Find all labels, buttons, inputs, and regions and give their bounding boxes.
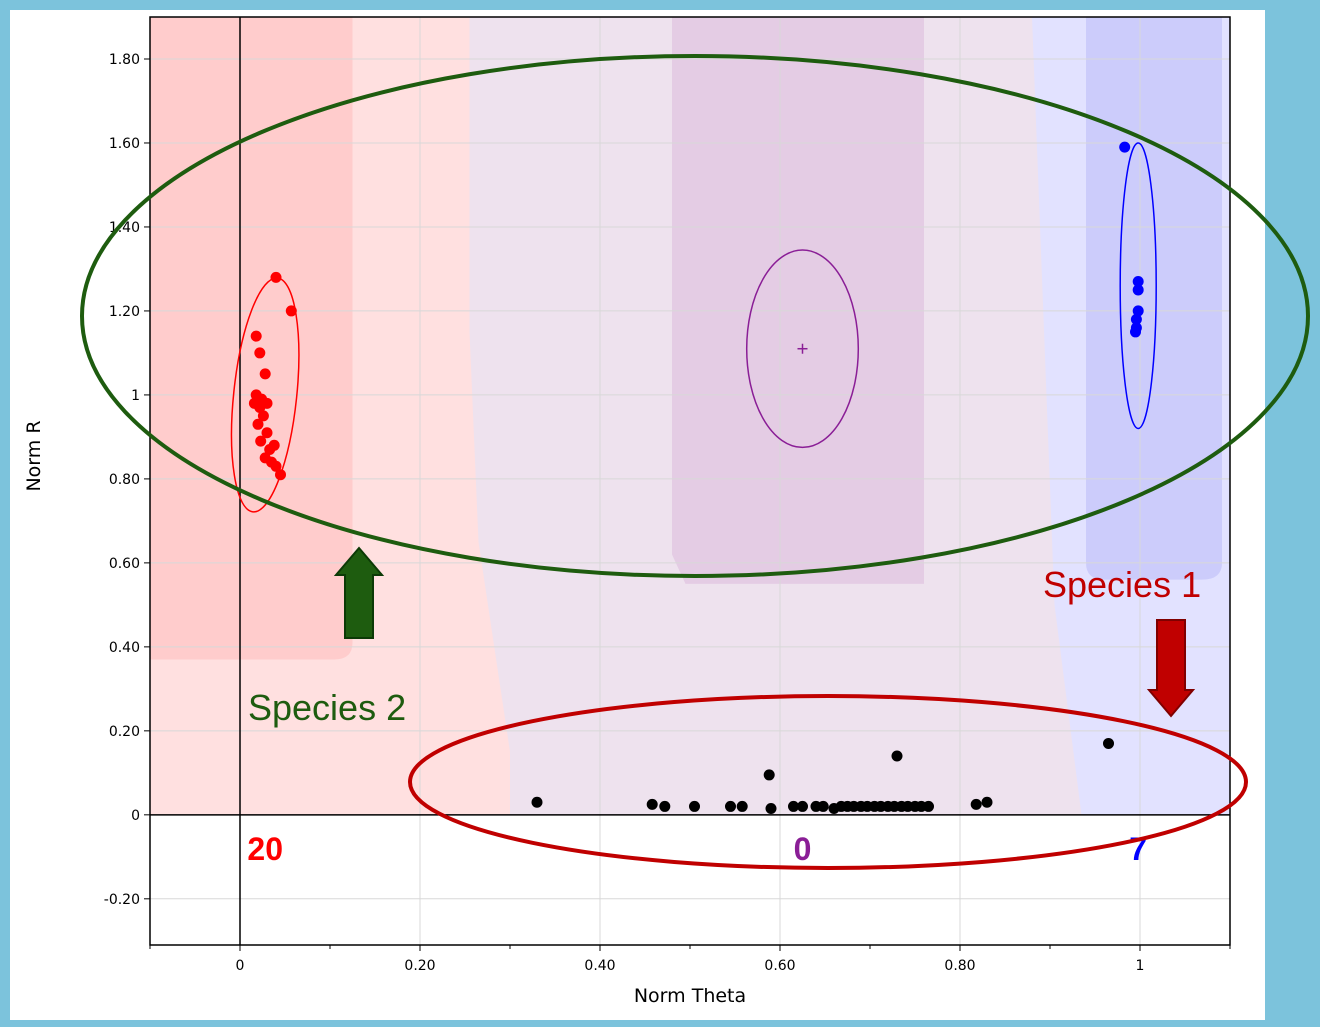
count-label-red: 20 xyxy=(247,831,283,867)
species-2-arrow xyxy=(333,546,385,639)
data-point xyxy=(531,796,543,808)
data-point xyxy=(1103,737,1114,749)
data-point xyxy=(659,800,671,812)
data-point xyxy=(817,800,829,812)
x-tick-label: 0.40 xyxy=(584,958,615,974)
x-axis-ticks: 0 0.20 0.40 0.60 0.80 1 xyxy=(149,945,1231,974)
cluster-ellipse xyxy=(1119,142,1157,430)
x-tick-label: 0.80 xyxy=(944,958,975,974)
region-red-edge xyxy=(456,17,510,815)
count-label-purple: 0 xyxy=(794,831,812,867)
y-tick-label: 0 xyxy=(131,808,140,824)
data-point xyxy=(259,368,271,380)
y-tick-label: 0.60 xyxy=(109,556,140,572)
data-point xyxy=(252,418,264,430)
data-point xyxy=(285,305,297,317)
data-point xyxy=(970,798,982,810)
y-tick-label: -0.20 xyxy=(104,892,140,908)
data-point xyxy=(736,800,748,812)
y-tick-label: 0.40 xyxy=(109,640,140,656)
data-point xyxy=(689,800,700,812)
data-point xyxy=(1132,305,1144,317)
data-point xyxy=(646,798,658,810)
data-point xyxy=(268,439,280,451)
data-point xyxy=(1130,313,1142,325)
data-point xyxy=(1132,284,1144,296)
x-tick-label: 1 xyxy=(1136,958,1145,974)
y-axis-title: Norm R xyxy=(23,420,45,491)
data-point xyxy=(1119,141,1131,153)
species-1-label: Species 1 xyxy=(1043,564,1201,605)
x-axis-title: Norm Theta xyxy=(634,985,746,1007)
region-blue-dense xyxy=(1086,17,1222,580)
data-point xyxy=(765,803,777,815)
x-tick-label: 0.20 xyxy=(404,958,435,974)
data-point xyxy=(891,750,903,762)
classification-regions xyxy=(150,17,1230,945)
data-point xyxy=(275,469,286,481)
cluster-ellipse xyxy=(745,249,860,449)
region-purple-dense xyxy=(672,17,924,584)
data-point xyxy=(270,271,282,283)
data-point xyxy=(1130,326,1141,338)
data-point xyxy=(981,796,993,808)
data-point xyxy=(255,435,267,447)
data-point xyxy=(248,397,260,409)
data-point xyxy=(763,769,775,781)
y-tick-label: 1.80 xyxy=(109,52,140,68)
y-tick-label: 1.60 xyxy=(109,136,140,152)
species-1-arrow xyxy=(1146,619,1196,718)
x-tick-label: 0 xyxy=(236,958,245,974)
data-point xyxy=(261,427,273,439)
data-point xyxy=(797,800,808,812)
data-point xyxy=(250,330,262,342)
region-below-zero xyxy=(150,814,1230,945)
species-2-circle xyxy=(80,54,1310,578)
data-point xyxy=(923,800,934,812)
species-1-circle xyxy=(408,694,1248,870)
cluster-layer xyxy=(230,141,1157,815)
data-point xyxy=(270,460,282,472)
data-point xyxy=(257,410,269,422)
y-tick-label: 0.20 xyxy=(109,724,140,740)
species-2-label: Species 2 xyxy=(248,687,406,728)
x-tick-label: 0.60 xyxy=(764,958,795,974)
data-point xyxy=(254,347,266,359)
data-point xyxy=(1132,276,1144,288)
y-tick-label: 1 xyxy=(131,388,140,404)
data-point xyxy=(725,800,736,812)
y-tick-label: 0.80 xyxy=(109,472,140,488)
data-point xyxy=(788,800,799,812)
y-tick-label: 1.20 xyxy=(109,304,140,320)
